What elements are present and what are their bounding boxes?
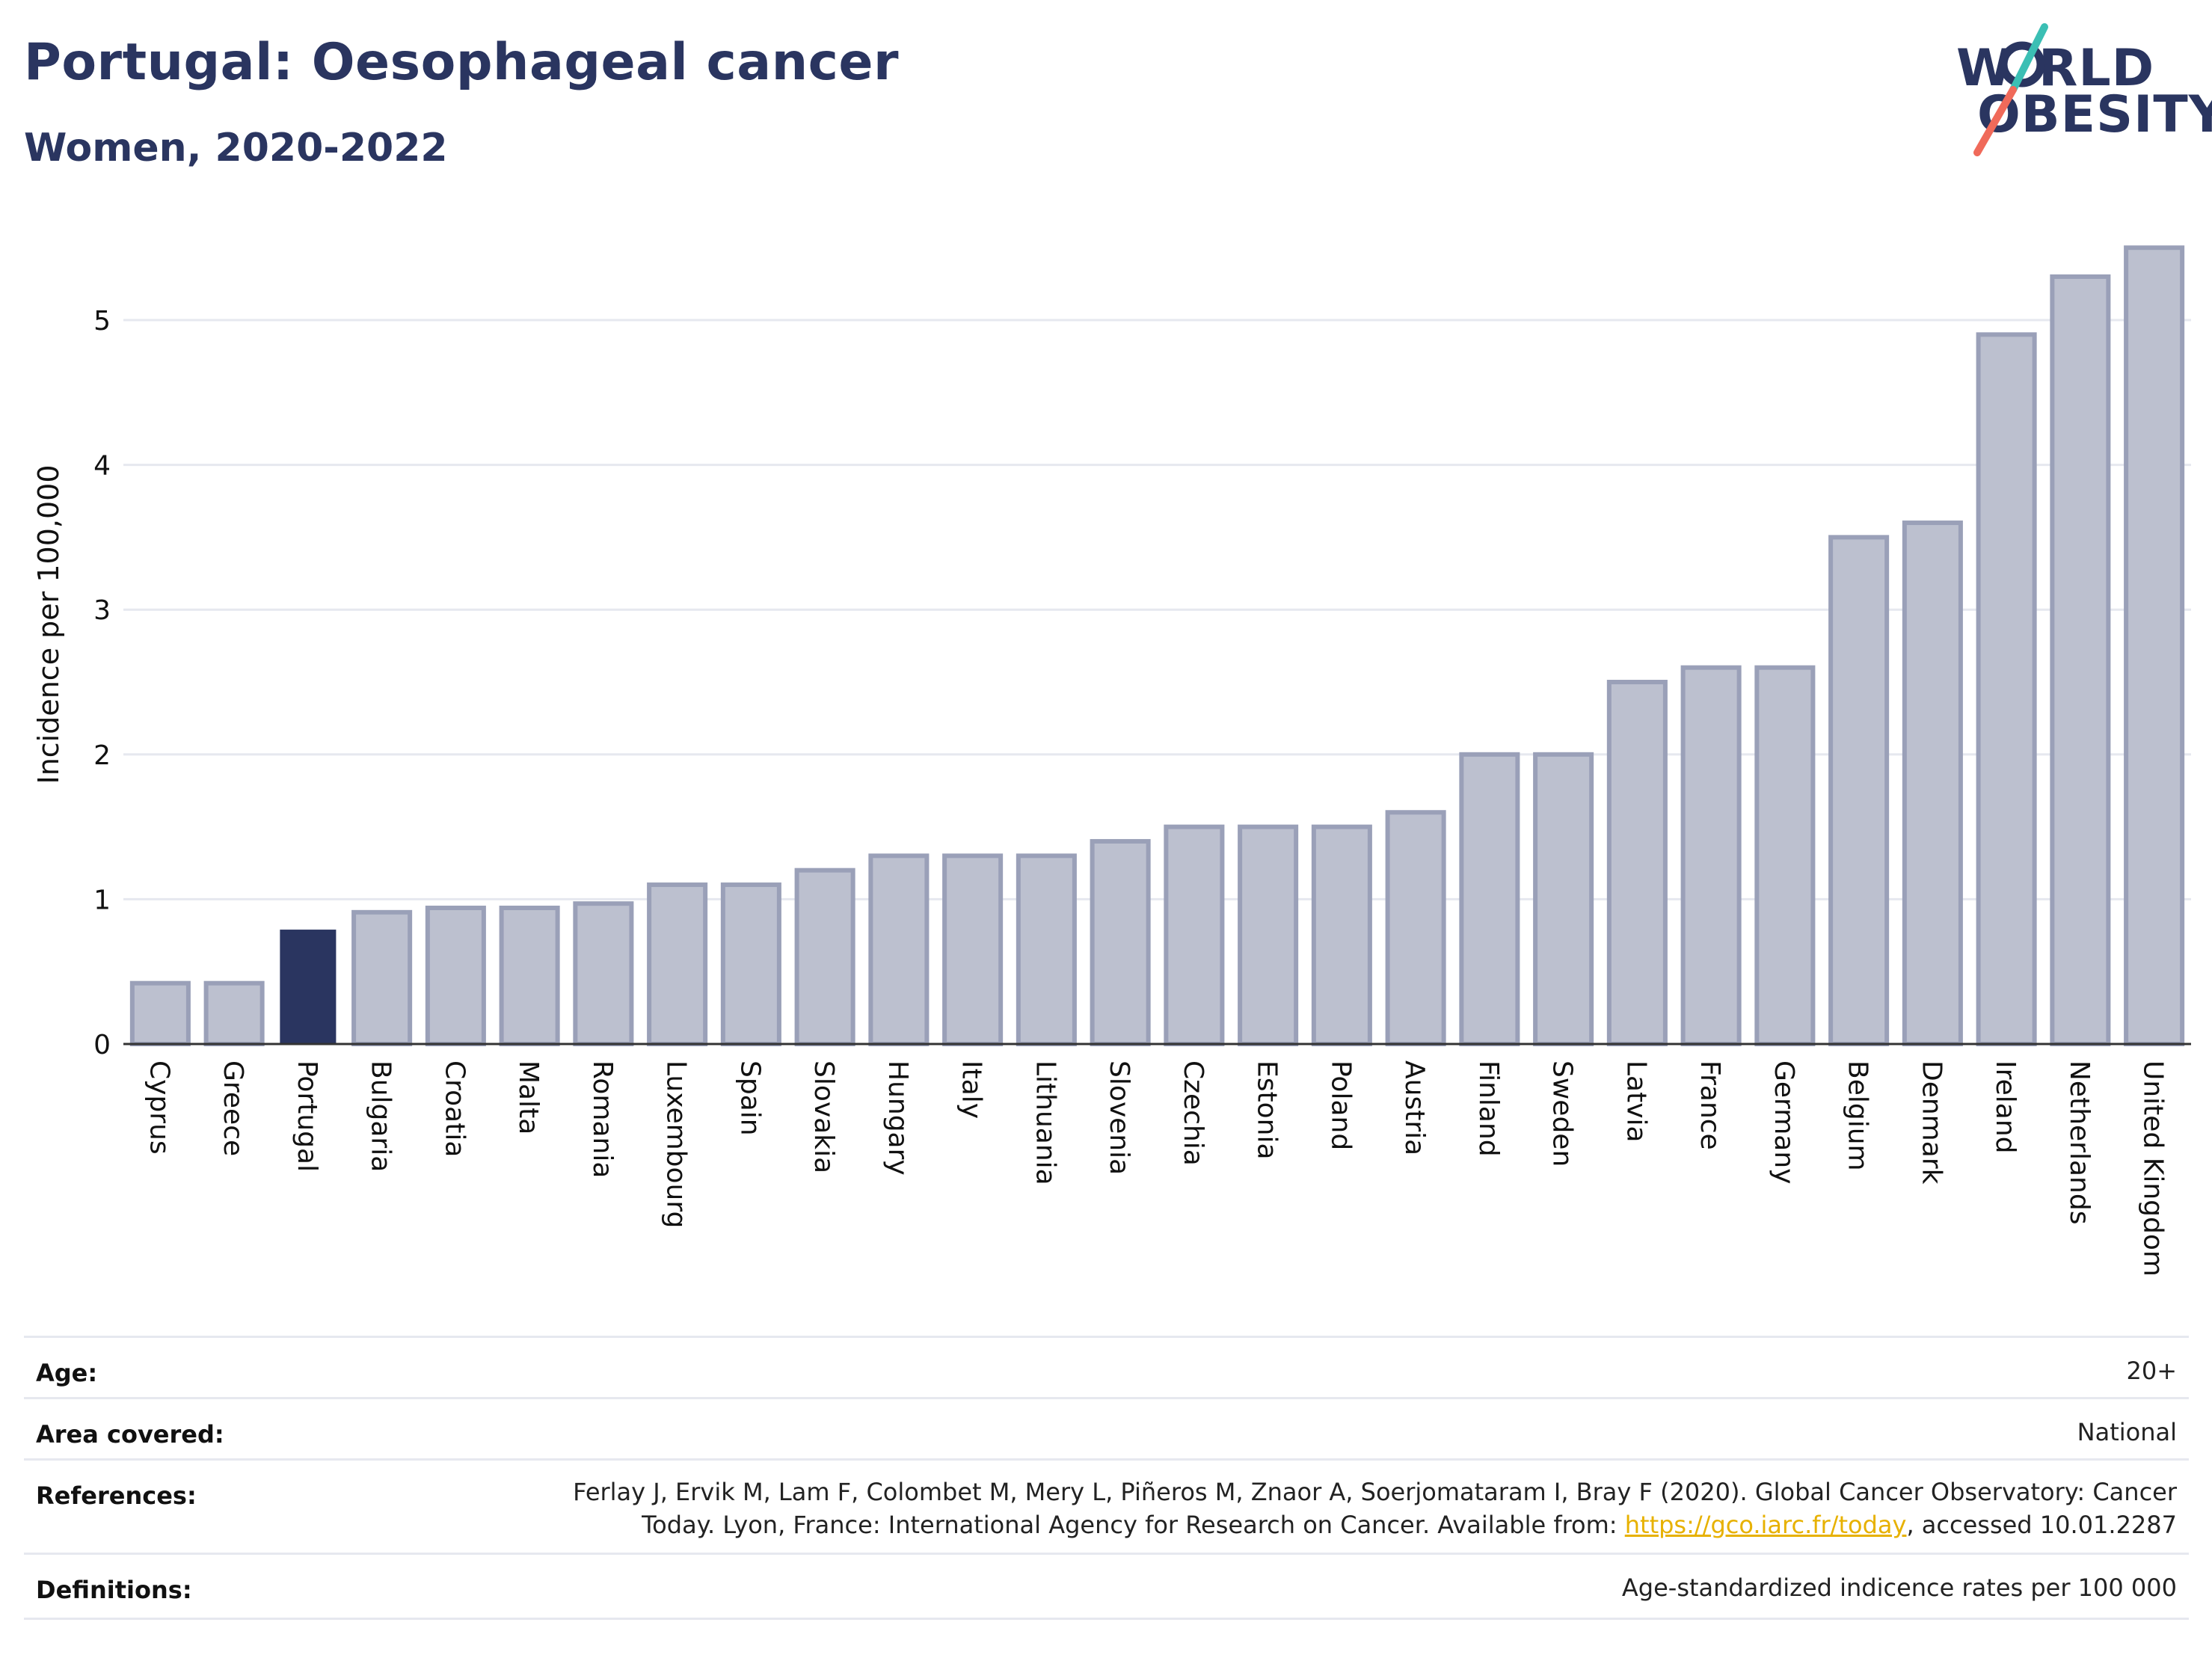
x-tick-label: Finland [1473,1060,1504,1157]
meta-row-references: References: Ferlay J, Ervik M, Lam F, Co… [24,1458,2189,1555]
x-tick-label: Slovenia [1104,1060,1134,1175]
bar [1680,665,1742,1046]
bar [1016,853,1077,1046]
meta-label-age: Age: [36,1359,98,1387]
bar [1164,824,1225,1046]
page-subtitle: Women, 2020-2022 [24,126,448,171]
meta-row-definitions: Definitions: Age-standardized indicence … [24,1553,2189,1620]
reference-line-2: Today. Lyon, France: International Agenc… [307,1508,2177,1541]
bar [1976,332,2037,1046]
bar [129,980,191,1046]
y-tick-label: 2 [93,740,111,771]
x-tick-label: Croatia [439,1060,470,1157]
meta-row-age: Age: 20+ [24,1336,2189,1398]
x-tick-label: Ireland [1990,1060,2021,1154]
logo-slash-icon [1973,23,2048,156]
x-tick-label: Czechia [1178,1060,1208,1166]
bar [720,882,781,1047]
x-tick-label: United Kingdom [2138,1060,2169,1277]
x-tick-label: Netherlands [2064,1060,2095,1224]
x-tick-label: Germany [1769,1060,1799,1184]
reference-line-1: Ferlay J, Ervik M, Lam F, Colombet M, Me… [573,1478,2177,1506]
meta-value-definitions: Age-standardized indicence rates per 100… [1621,1573,2177,1602]
x-tick-label: Hungary [882,1060,913,1176]
bar [1828,535,1890,1046]
meta-value-age: 20+ [2126,1357,2177,1385]
x-tick-label: Cyprus [144,1060,174,1155]
x-tick-label: Latvia [1620,1060,1651,1143]
bar [2050,274,2111,1046]
x-tick-label: Romania [587,1060,618,1178]
x-tick-label: Greece [218,1060,248,1156]
bar [1385,810,1446,1046]
meta-value-references: Ferlay J, Ervik M, Lam F, Colombet M, Me… [307,1476,2177,1541]
world-obesity-logo: W RLD OBESITY [1944,21,2212,163]
reference-link[interactable]: https://gco.iarc.fr/today [1624,1511,1907,1539]
bar [1902,521,1963,1046]
y-tick-label: 0 [93,1030,111,1060]
x-tick-label: Slovakia [808,1060,839,1173]
x-tick-label: Italy [956,1060,987,1119]
x-tick-label: Poland [1325,1060,1356,1150]
x-tick-label: Lithuania [1030,1060,1060,1185]
bar-highlighted [280,930,337,1044]
bar [794,868,855,1047]
bar [647,882,708,1047]
bar-chart: 0 1 2 3 4 5 Cyprus Greece Portugal Bulgaria Croati… [32,245,2191,1277]
bar [1238,824,1299,1046]
meta-label-definitions: Definitions: [36,1576,192,1604]
reference-accessed: , accessed 10.01.2287 [1906,1511,2177,1539]
bar [573,901,634,1047]
meta-label-area: Area covered: [36,1420,224,1449]
meta-label-references: References: [36,1481,197,1510]
bar [1311,824,1372,1046]
bar [868,853,930,1046]
x-tick-label: France [1695,1060,1725,1150]
bar [2124,245,2185,1047]
x-tick-label: Sweden [1547,1060,1578,1167]
bar [203,980,265,1046]
meta-value-area: National [2077,1418,2177,1446]
y-tick-label: 5 [93,306,111,337]
x-tick-label: Luxembourg [661,1060,692,1228]
logo-obesity: OBESITY [1977,85,2212,144]
bar [499,906,560,1046]
meta-row-area: Area covered: National [24,1397,2189,1461]
bar [942,853,1004,1046]
logo-rld: RLD [2039,39,2155,98]
y-axis-label: Incidence per 100,000 [32,464,65,784]
x-tick-label: Denmark [1916,1060,1947,1185]
x-tick-label: Portugal [292,1060,322,1172]
bar [1090,838,1151,1046]
reference-line-2-text: Today. Lyon, France: International Agenc… [642,1511,1625,1539]
page-title: Portugal: Oesophageal cancer [24,33,900,92]
bar [1606,680,1668,1046]
bar [1533,752,1594,1046]
x-tick-label: Malta [513,1060,544,1134]
bar [425,906,486,1046]
axes: 0 1 2 3 4 5 Cyprus Greece Portugal Bulgaria Croati… [93,306,2191,1277]
bar [351,909,413,1046]
x-tick-label: Austria [1399,1060,1430,1155]
y-tick-label: 3 [93,595,111,626]
y-tick-label: 4 [93,451,111,482]
bar [1754,665,1816,1046]
x-tick-label: Belgium [1843,1060,1873,1171]
bars [129,245,2185,1047]
x-tick-label: Spain [734,1060,765,1136]
y-tick-label: 1 [93,885,111,915]
x-tick-label: Bulgaria [366,1060,396,1172]
x-tick-label: Estonia [1252,1060,1282,1160]
bar [1459,752,1520,1046]
